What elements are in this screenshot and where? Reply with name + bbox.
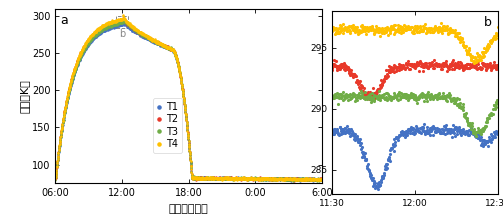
T4 (168, 48, 174, 50)
T1 (121, 20, 127, 23)
T2 (120, 17, 126, 20)
T2 (193, 177, 199, 179)
Line: T4: T4 (54, 14, 323, 181)
T2 (198, 178, 204, 180)
T4 (97, 26, 103, 28)
T2 (142, 35, 148, 37)
T3 (88, 39, 94, 41)
Line: T3: T3 (54, 18, 323, 182)
T3 (121, 18, 127, 20)
T2 (291, 179, 297, 182)
T4 (52, 178, 58, 181)
T1 (319, 177, 325, 180)
Text: b: b (119, 29, 125, 39)
T4 (120, 14, 126, 17)
T3 (52, 179, 58, 181)
T1 (142, 36, 148, 38)
T3 (193, 177, 199, 179)
T4 (319, 179, 325, 182)
T1 (88, 40, 94, 42)
T4 (88, 35, 94, 38)
Line: T2: T2 (54, 17, 323, 182)
T1 (193, 176, 199, 179)
T4 (142, 34, 148, 37)
T4 (193, 177, 199, 180)
T3 (97, 31, 103, 33)
Legend: T1, T2, T3, T4: T1, T2, T3, T4 (153, 98, 182, 153)
T1 (97, 31, 103, 34)
T3 (198, 177, 204, 179)
Line: T1: T1 (54, 20, 323, 182)
T1 (52, 178, 58, 181)
Text: b: b (483, 16, 491, 29)
X-axis label: 月球当地时间: 月球当地时间 (169, 204, 209, 214)
T4 (198, 177, 204, 179)
T3 (142, 35, 148, 38)
Y-axis label: 温度（K）: 温度（K） (19, 79, 29, 113)
T3 (316, 179, 322, 182)
T2 (88, 36, 94, 39)
T1 (168, 48, 174, 50)
T2 (52, 178, 58, 181)
T2 (319, 178, 325, 181)
T1 (297, 179, 303, 182)
Text: a: a (61, 14, 68, 27)
T3 (168, 47, 174, 50)
T2 (97, 28, 103, 31)
T4 (313, 179, 319, 182)
T3 (319, 179, 325, 181)
T2 (168, 48, 174, 51)
T1 (198, 177, 204, 179)
Bar (116, 16, 128, 28)
